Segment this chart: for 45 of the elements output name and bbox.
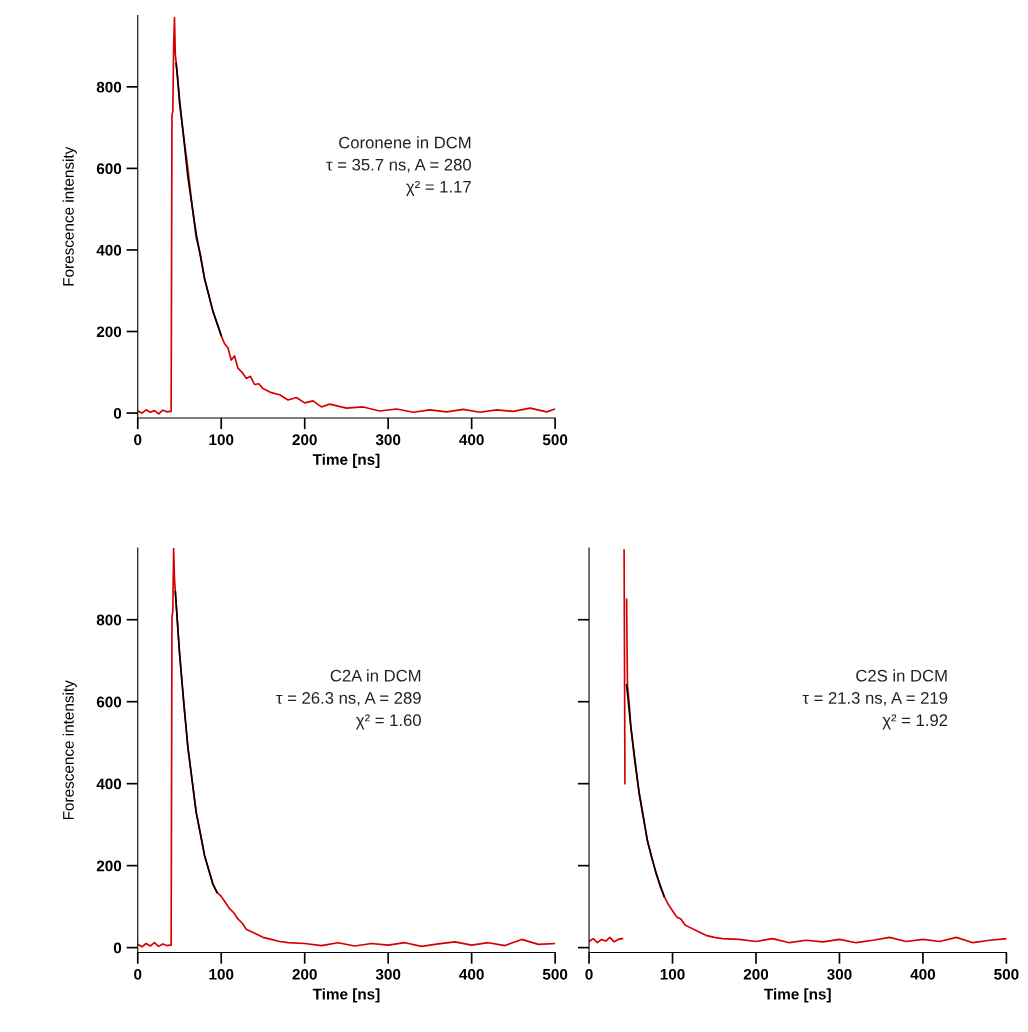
x-tick-label: 500 (542, 968, 568, 980)
y-tick-label: 200 (96, 326, 122, 338)
annotation: τ = 35.7 ns, A = 280 (326, 158, 471, 173)
x-tick-label: 500 (542, 434, 568, 446)
x-axis-title: Time [ns] (312, 988, 380, 1003)
annotation: χ² = 1.17 (406, 181, 471, 197)
y-tick-label: 600 (96, 163, 122, 175)
y-tick-label: 400 (96, 778, 122, 790)
annotation: τ = 21.3 ns, A = 219 (802, 692, 948, 706)
x-tick-label: 400 (459, 434, 484, 446)
line-series (137, 16, 556, 415)
x-tick-label: 300 (827, 968, 852, 980)
annotation: C2S in DCM (856, 669, 947, 682)
annotation: Coronene in DCM (339, 136, 471, 149)
line-series (175, 62, 223, 337)
x-tick-label: 300 (375, 968, 401, 980)
line-series (174, 590, 218, 894)
x-tick-label: 500 (994, 968, 1019, 980)
x-tick-label: 200 (292, 968, 317, 980)
y-tick-label: 200 (96, 860, 122, 872)
x-tick-label: 0 (134, 968, 142, 980)
x-axis-title: Time [ns] (764, 988, 831, 1003)
x-tick-label: 300 (375, 434, 401, 446)
annotation: χ² = 1.92 (882, 714, 948, 730)
y-tick-label: 800 (96, 81, 122, 93)
y-tick-label: 600 (96, 696, 122, 708)
y-axis-title: Forescence intensity (62, 680, 77, 820)
y-tick-label: 0 (113, 407, 122, 419)
annotation: τ = 26.3 ns, A = 289 (276, 692, 421, 706)
x-tick-label: 100 (209, 434, 234, 446)
x-tick-label: 100 (209, 968, 234, 980)
x-tick-label: 100 (660, 968, 685, 980)
x-axis-title: Time [ns] (312, 453, 380, 468)
x-tick-label: 400 (459, 968, 484, 980)
y-tick-label: 400 (96, 244, 122, 256)
annotation: χ² = 1.60 (356, 714, 421, 730)
x-tick-label: 400 (910, 968, 936, 980)
x-tick-label: 200 (292, 434, 317, 446)
x-tick-label: 0 (585, 968, 593, 980)
annotation: C2A in DCM (330, 669, 421, 682)
y-tick-label: 800 (96, 614, 122, 626)
x-tick-label: 200 (743, 968, 769, 980)
x-tick-label: 0 (134, 434, 142, 446)
y-axis-title: Forescence intensity (62, 146, 77, 286)
y-tick-label: 0 (113, 942, 122, 954)
